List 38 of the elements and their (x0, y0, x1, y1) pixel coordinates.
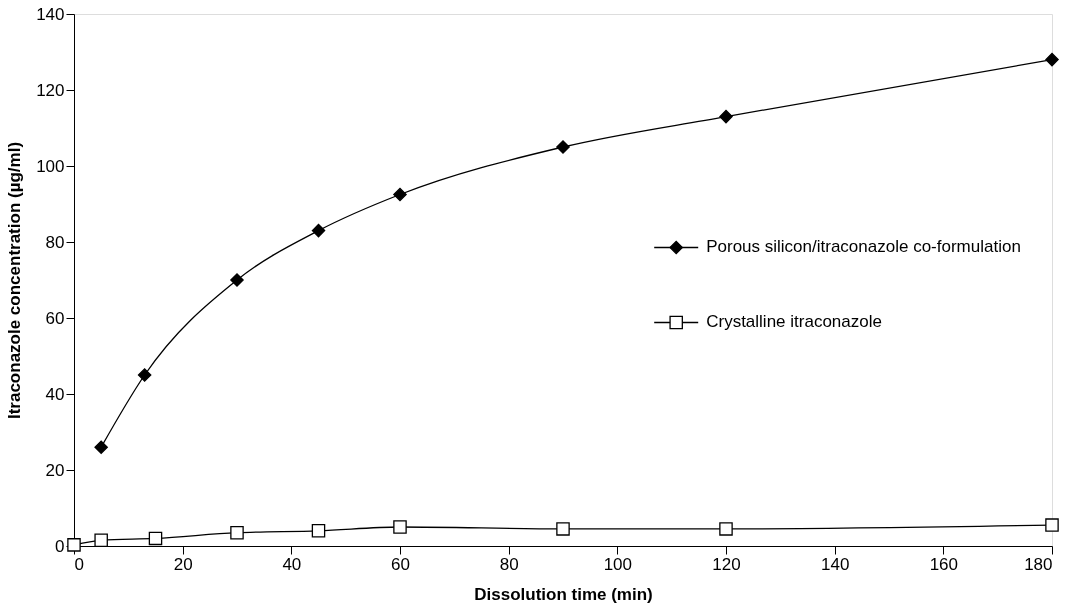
point (556, 140, 570, 154)
x-tick-label: 40 (282, 554, 302, 574)
point (719, 522, 733, 536)
x-tick-label: 120 (712, 554, 741, 574)
point (719, 109, 733, 124)
point (311, 223, 326, 238)
x-axis-title: Dissolution time (min) (474, 584, 653, 604)
y-tick-label: 20 (45, 460, 65, 480)
y-tick-label: 120 (36, 80, 65, 100)
y-tick-label: 80 (45, 232, 65, 252)
point (94, 440, 108, 454)
point (393, 187, 407, 202)
x-tick-label: 60 (391, 554, 410, 574)
y-tick-label: 100 (36, 156, 65, 176)
x-tick-label: 80 (499, 554, 519, 574)
point (148, 531, 163, 546)
x-tick-label: 0 (74, 554, 84, 574)
point (1045, 52, 1059, 67)
point (311, 524, 326, 538)
point (556, 522, 570, 536)
point (230, 273, 244, 287)
legend-label: Porous silicon/itraconazole co-formulation (706, 237, 1021, 257)
point (393, 520, 407, 534)
y-axis-title: Itraconazole concentration (µg/ml) (5, 141, 25, 420)
point (1045, 518, 1059, 532)
y-tick-label: 60 (45, 308, 65, 328)
x-tick-label: 180 (1024, 554, 1053, 574)
x-tick-label: 140 (820, 554, 850, 574)
x-tick-label: 160 (929, 554, 959, 574)
point (230, 525, 244, 540)
y-tick-label: 40 (45, 384, 65, 404)
point (94, 533, 108, 548)
y-tick-label: 0 (55, 536, 65, 556)
x-tick-label: 100 (603, 554, 633, 574)
legend-label: Crystalline itraconazole (706, 312, 882, 332)
point (137, 368, 152, 382)
y-tick-label: 140 (36, 4, 65, 24)
x-tick-label: 20 (173, 554, 193, 574)
